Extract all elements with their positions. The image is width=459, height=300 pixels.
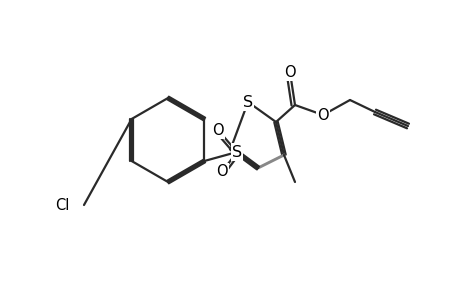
Text: O: O — [212, 122, 224, 137]
Text: O: O — [317, 107, 328, 122]
Text: S: S — [231, 145, 241, 160]
Text: Cl: Cl — [56, 197, 70, 212]
Text: S: S — [242, 94, 252, 110]
Text: O: O — [216, 164, 227, 179]
Text: O: O — [284, 64, 295, 80]
